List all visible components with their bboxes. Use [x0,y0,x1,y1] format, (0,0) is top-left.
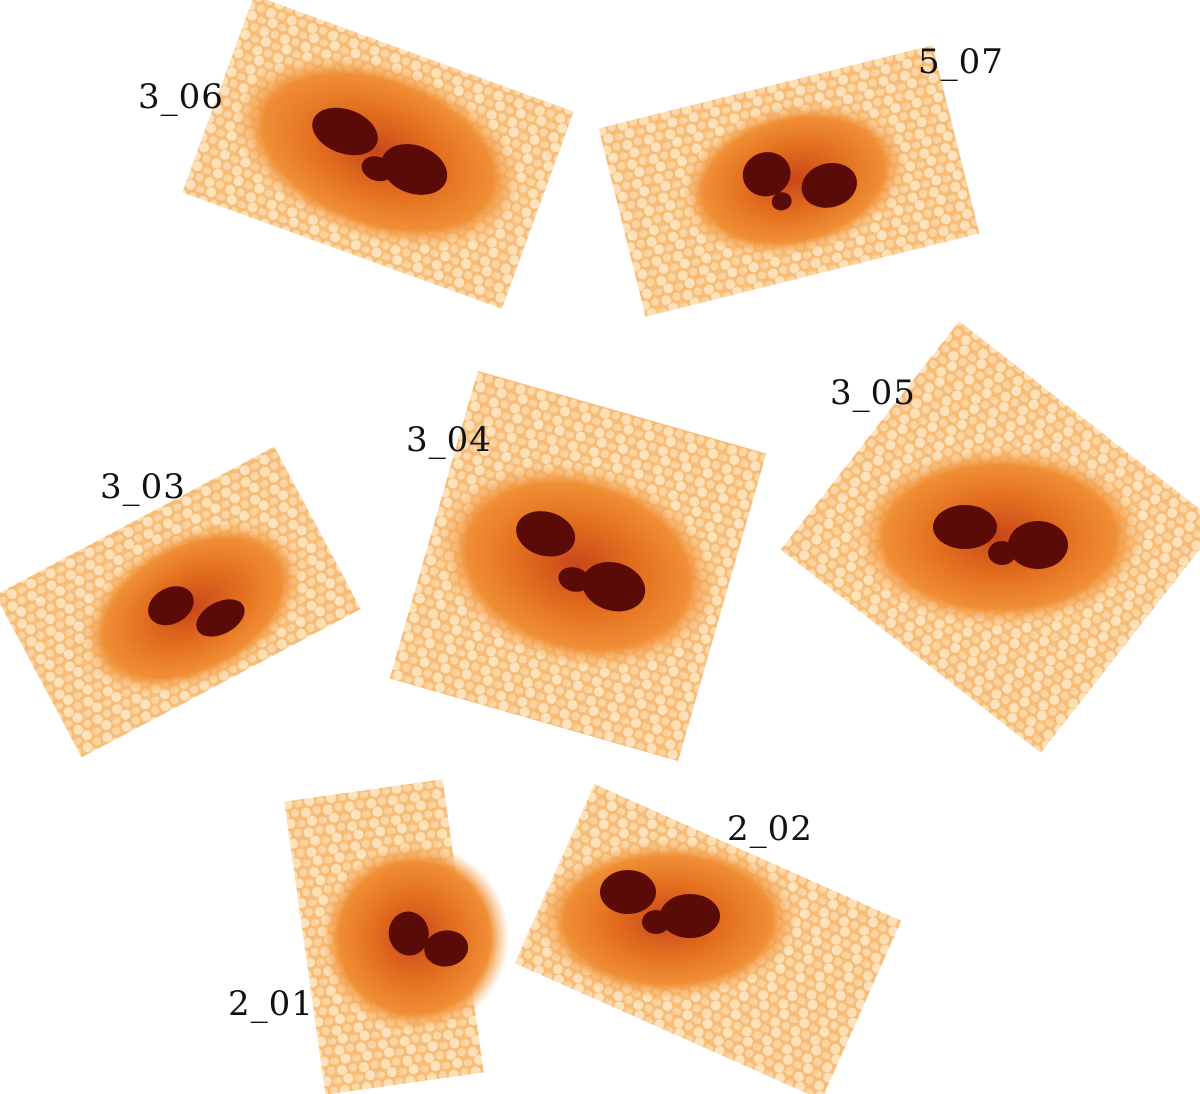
umbra [516,511,646,612]
penumbra [680,101,907,258]
umbra [312,107,448,195]
sunspot-panel-3-06 [182,0,574,309]
penumbra [855,447,1145,627]
penumbra [438,462,718,670]
umbra [933,505,1068,569]
panel-label-3-05: 3_05 [830,373,916,413]
panel-label-3-06: 3_06 [138,77,224,117]
umbra [388,911,469,967]
panel-label-3-03: 3_03 [100,467,186,507]
sunspot-panel-2-02 [514,784,902,1094]
umbra [742,152,857,211]
sunspot-panel-3-03 [0,446,361,758]
sunspot-panel-2-01 [284,779,510,1094]
panel-label-3-04: 3_04 [406,420,492,460]
panel-label-2-02: 2_02 [727,809,813,849]
penumbra [80,520,305,695]
panel-label-2-01: 2_01 [228,984,314,1024]
umbra [600,870,720,938]
sunspot-panel-5-07 [598,45,980,317]
sunspot-panel-3-05 [780,321,1200,753]
panel-label-5-07: 5_07 [918,42,1004,82]
umbra [148,586,245,637]
penumbra [233,54,523,250]
sunspot-panel-3-04 [389,370,767,762]
